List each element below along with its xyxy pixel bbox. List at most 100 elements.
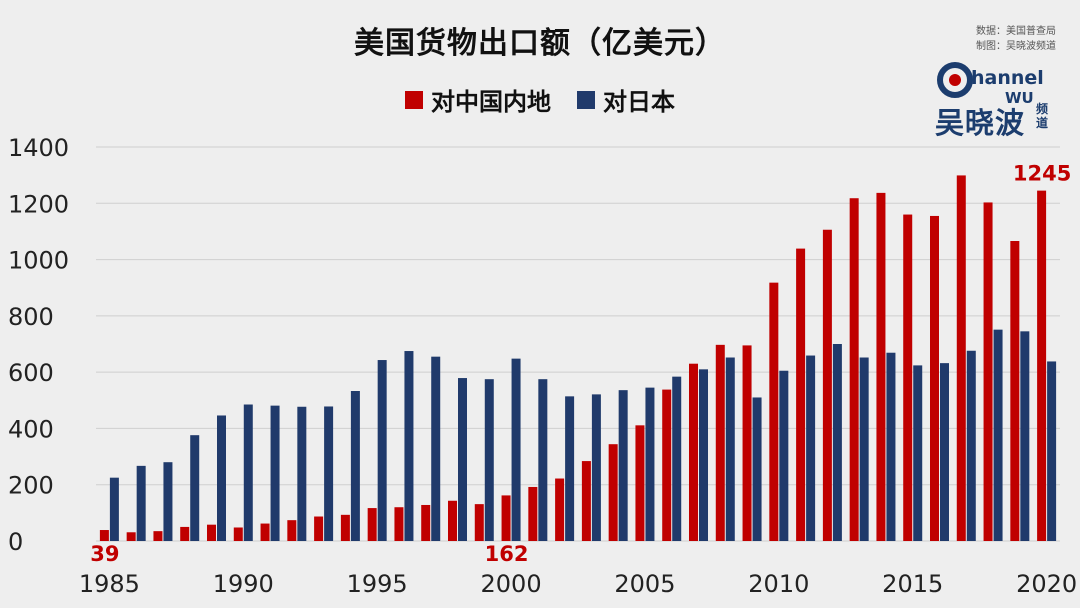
logo-subtitle: WU — [1005, 89, 1034, 104]
y-tick-label: 200 — [8, 472, 54, 500]
x-tick-label: 1985 — [79, 570, 140, 598]
data-label: 1245 — [1013, 162, 1071, 186]
bar-japan — [993, 329, 1003, 541]
bar-china — [608, 444, 618, 541]
bar-japan — [404, 351, 414, 541]
source-line-data: 数据：美国普查局 — [976, 26, 1056, 37]
bar-japan — [1020, 331, 1030, 541]
y-tick-label: 1200 — [8, 190, 69, 218]
bar-china — [769, 282, 779, 541]
y-tick-label: 600 — [8, 359, 54, 387]
bar-china — [421, 504, 431, 541]
bar-china — [956, 175, 966, 541]
bar-japan — [565, 396, 575, 541]
channel-wu-logo: hannel WU 吴晓波 频道 — [935, 60, 1060, 140]
x-tick-label: 2010 — [748, 570, 809, 598]
bar-japan — [350, 390, 360, 541]
bar-china — [1037, 190, 1047, 541]
bar-china — [126, 532, 136, 541]
bar-china — [287, 520, 297, 541]
bar-china — [180, 526, 190, 541]
logo-chinese: 吴晓波 — [935, 106, 1026, 140]
bar-japan — [136, 465, 146, 541]
bar-china — [474, 504, 484, 541]
bar-japan — [966, 350, 976, 541]
bar-china — [528, 486, 538, 541]
bar-japan — [618, 390, 628, 541]
bar-china — [635, 425, 645, 541]
bar-japan — [645, 387, 655, 541]
bar-china — [501, 495, 511, 541]
bar-china — [662, 389, 672, 541]
y-tick-label: 400 — [8, 415, 54, 443]
bar-china — [796, 248, 806, 542]
bar-china — [876, 192, 886, 541]
bar-china — [983, 202, 993, 542]
bar-japan — [591, 394, 601, 541]
x-tick-label: 1990 — [213, 570, 274, 598]
bar-japan — [886, 352, 896, 541]
bar-china — [340, 514, 350, 541]
bar-china — [715, 344, 725, 541]
bar-japan — [699, 369, 708, 541]
legend-item-japan: 对日本 — [577, 82, 675, 117]
legend-swatch-japan — [577, 90, 595, 109]
data-label: 162 — [485, 542, 529, 566]
bar-japan — [190, 435, 200, 541]
source-line-author: 制图：吴晓波频道 — [976, 41, 1056, 52]
y-tick-label: 1400 — [8, 134, 69, 162]
bar-japan — [109, 477, 119, 541]
bar-china — [233, 527, 243, 541]
y-tick-label: 1000 — [8, 247, 69, 275]
bar-japan — [806, 355, 816, 541]
x-tick-label: 2020 — [1016, 570, 1077, 598]
bar-japan — [243, 404, 253, 541]
bar-japan — [859, 357, 869, 541]
bar-japan — [484, 379, 494, 541]
bar-china — [689, 363, 698, 541]
bar-japan — [217, 415, 226, 541]
y-tick-label: 800 — [8, 303, 54, 331]
legend-swatch-china — [405, 90, 423, 109]
bar-japan — [297, 406, 307, 541]
legend: 对中国内地 对日本 — [0, 82, 1080, 117]
logo-word: hannel — [971, 67, 1044, 89]
x-tick-label: 2000 — [481, 570, 542, 598]
bar-china — [448, 500, 457, 541]
bar-japan — [431, 356, 441, 541]
bar-japan — [832, 344, 842, 541]
bar-china — [99, 530, 109, 541]
bar-china — [822, 229, 832, 542]
bar-japan — [725, 357, 735, 541]
logo-chinese-small: 频道 — [1036, 102, 1049, 130]
legend-item-china: 对中国内地 — [405, 82, 551, 117]
bar-japan — [672, 376, 682, 541]
bar-japan — [940, 363, 949, 541]
bar-china — [903, 214, 913, 542]
bar-china — [849, 198, 859, 541]
logo-mark: hannel WU — [937, 62, 1044, 107]
bar-china — [207, 524, 216, 541]
y-tick-label: 0 — [8, 528, 23, 556]
x-tick-label: 2005 — [614, 570, 675, 598]
bar-china — [367, 508, 377, 541]
bar-japan — [458, 378, 467, 541]
bar-japan — [779, 370, 789, 541]
bar-china — [930, 215, 939, 541]
legend-label-japan: 对日本 — [603, 88, 675, 116]
bar-china — [260, 523, 270, 541]
bar-japan — [1047, 361, 1057, 541]
bar-china — [742, 345, 752, 541]
bar-china — [153, 531, 163, 541]
bar-japan — [511, 358, 521, 541]
bar-china — [314, 516, 324, 541]
bar-japan — [913, 365, 923, 541]
bar-china — [1010, 240, 1020, 542]
x-tick-label: 2015 — [882, 570, 943, 598]
bar-china — [581, 461, 591, 541]
bar-japan — [538, 379, 548, 541]
bar-japan — [163, 462, 173, 541]
data-label: 39 — [90, 542, 119, 566]
logo-ring-icon — [937, 62, 973, 98]
